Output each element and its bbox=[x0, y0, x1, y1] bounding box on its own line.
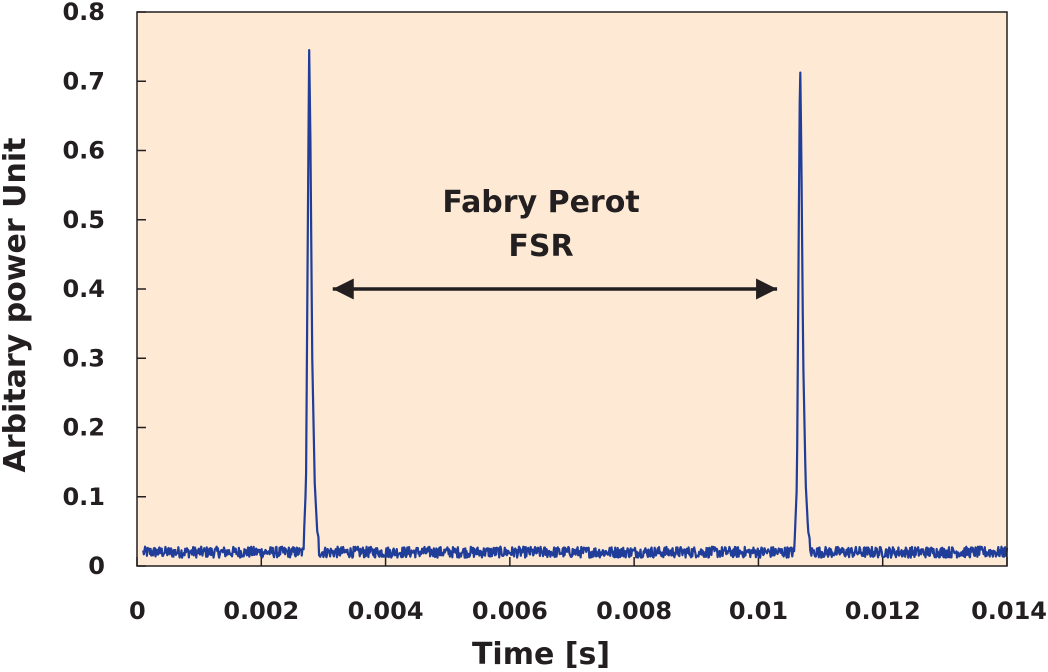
y-axis-label: Arbitary power Unit bbox=[0, 138, 33, 473]
x-tick-label: 0 bbox=[129, 597, 146, 625]
y-axis-ticks: 0 0.1 0.2 0.3 0.4 0.5 0.6 0.7 0.8 bbox=[62, 0, 146, 580]
x-tick-label: 0.008 bbox=[596, 597, 672, 625]
y-tick-label: 0.7 bbox=[62, 67, 105, 95]
y-tick-label: 0.3 bbox=[62, 344, 105, 372]
x-tick-label: 0.012 bbox=[845, 597, 921, 625]
y-tick-label: 0.1 bbox=[62, 483, 105, 511]
plot-frame bbox=[136, 11, 1008, 567]
series-line bbox=[142, 49, 1009, 559]
x-axis-label: Time [s] bbox=[472, 637, 610, 672]
x-axis-ticks: 0 0.002 0.004 0.006 0.008 0.01 0.012 0.014 bbox=[129, 557, 1047, 625]
y-tick-label: 0.2 bbox=[62, 414, 105, 442]
y-tick-label: 0.8 bbox=[62, 0, 105, 26]
x-tick-label: 0.006 bbox=[472, 597, 548, 625]
y-tick-label: 0.4 bbox=[62, 275, 105, 303]
x-tick-label: 0.01 bbox=[729, 597, 788, 625]
y-tick-label: 0.6 bbox=[62, 137, 105, 165]
x-tick-label: 0.002 bbox=[223, 597, 299, 625]
y-tick-label: 0 bbox=[88, 552, 105, 580]
annotation-label-line2: FSR bbox=[508, 229, 573, 264]
x-tick-label: 0.014 bbox=[971, 597, 1047, 625]
y-tick-label: 0.5 bbox=[62, 206, 105, 234]
x-tick-label: 0.004 bbox=[348, 597, 424, 625]
annotation-label-line1: Fabry Perot bbox=[442, 185, 639, 220]
